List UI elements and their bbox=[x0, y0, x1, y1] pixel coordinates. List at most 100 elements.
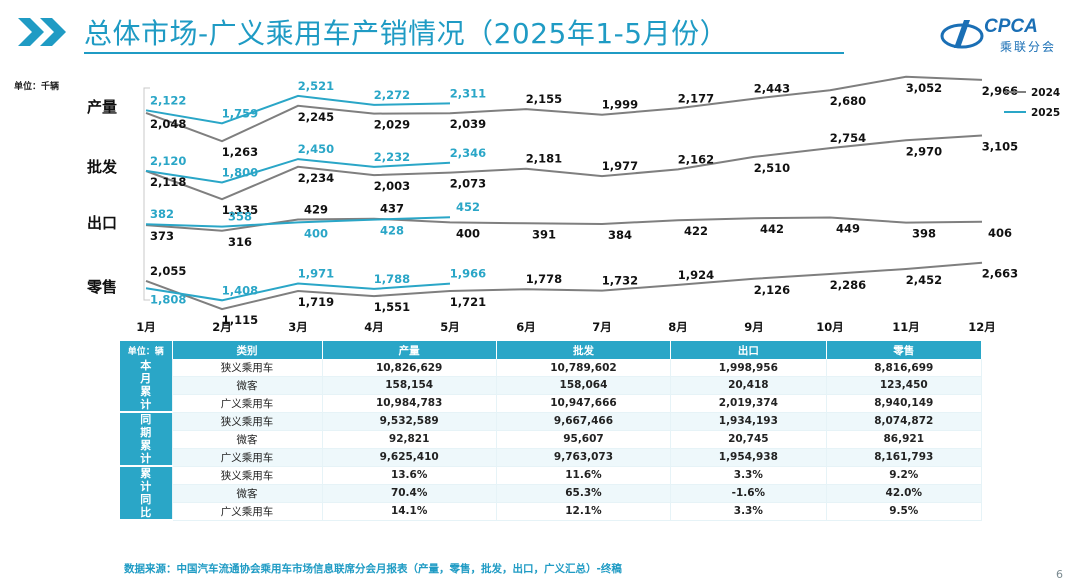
data-label-2024: 2,048 bbox=[150, 117, 186, 131]
panel-label: 零售 bbox=[86, 278, 117, 296]
data-label-2025: 358 bbox=[228, 210, 252, 224]
table-cell-value: 8,940,149 bbox=[826, 394, 983, 413]
data-label-2024: 384 bbox=[608, 228, 632, 242]
table-cell-category: 微客 bbox=[172, 376, 323, 395]
header: 总体市场-广义乘用车产销情况（2025年1-5月份） CPCA 乘联分会 bbox=[0, 0, 1080, 62]
x-tick-label: 9月 bbox=[744, 320, 764, 334]
data-label-2024: 1,999 bbox=[602, 98, 638, 112]
table-cell-value: 12.1% bbox=[496, 502, 672, 521]
series-line-2024 bbox=[145, 261, 983, 311]
data-label-2025: 428 bbox=[380, 224, 404, 238]
table-cell-value: 9,532,589 bbox=[322, 412, 497, 431]
data-label-2025: 400 bbox=[304, 226, 328, 240]
logo-subtext: 乘联分会 bbox=[1000, 40, 1057, 54]
table-cell-value: 3.3% bbox=[670, 502, 827, 521]
data-label-2024: 2,055 bbox=[150, 264, 186, 278]
x-tick-label: 4月 bbox=[364, 320, 384, 334]
data-label-2025: 1,759 bbox=[222, 106, 258, 120]
table-cell-value: 10,947,666 bbox=[496, 394, 672, 413]
table-cell-value: 92,821 bbox=[322, 430, 497, 449]
data-label-2024: 2,003 bbox=[374, 179, 410, 193]
table-cell-category: 狭义乘用车 bbox=[172, 359, 323, 378]
table-cell-value: 8,816,699 bbox=[826, 359, 983, 378]
table-cell-category: 广义乘用车 bbox=[172, 502, 323, 521]
table-cell-value: 10,789,602 bbox=[496, 359, 672, 378]
data-label-2025: 1,971 bbox=[298, 267, 334, 281]
data-label-2025: 452 bbox=[456, 200, 480, 214]
data-label-2024: 2,155 bbox=[526, 92, 562, 106]
data-label-2024: 2,118 bbox=[150, 175, 186, 189]
data-label-2024: 449 bbox=[836, 222, 860, 236]
data-label-2024: 1,924 bbox=[678, 268, 714, 282]
data-label-2024: 3,105 bbox=[982, 140, 1018, 154]
table-row: 广义乘用车 9,625,410 9,763,073 1,954,938 8,161,79… bbox=[120, 448, 983, 467]
logo: CPCA 乘联分会 bbox=[940, 14, 1068, 54]
table-unit: 单位：辆 bbox=[120, 341, 173, 359]
table-cell-value: 8,161,793 bbox=[826, 448, 983, 467]
data-label-2024: 2,234 bbox=[298, 171, 334, 185]
table-cell-value: 9.5% bbox=[826, 502, 983, 521]
x-tick-label: 2月 bbox=[212, 320, 232, 334]
data-label-2024: 2,181 bbox=[526, 152, 562, 166]
page-number: 6 bbox=[1056, 568, 1063, 581]
data-label-2024: 373 bbox=[150, 229, 174, 243]
table-cell-value: 9,667,466 bbox=[496, 412, 672, 431]
chart-left-bracket bbox=[143, 87, 150, 301]
table-cell-value: 8,074,872 bbox=[826, 412, 983, 431]
table-row: 微客 158,154 158,064 20,418 123,450 bbox=[120, 376, 983, 395]
data-label-2025: 382 bbox=[150, 207, 174, 221]
data-label-2024: 2,443 bbox=[754, 82, 790, 96]
series-line-2025 bbox=[145, 216, 451, 228]
table-header: 出口 bbox=[670, 341, 827, 359]
data-label-2024: 1,115 bbox=[222, 313, 258, 327]
table-cell-value: 1,934,193 bbox=[670, 412, 827, 431]
x-tick-label: 12月 bbox=[968, 320, 996, 334]
data-label-2024: 400 bbox=[456, 226, 480, 240]
line-chart: 产量 2,048 1,263 2,245 2,029 2,039 2,155 1,999 2,1… bbox=[86, 75, 1060, 334]
table-header: 产量 bbox=[322, 341, 497, 359]
table-cell-value: 65.3% bbox=[496, 484, 672, 503]
data-label-2025: 2,120 bbox=[150, 154, 186, 168]
series-line-2025 bbox=[145, 94, 451, 125]
series-line-2024 bbox=[145, 216, 983, 232]
data-label-2025: 1,800 bbox=[222, 166, 258, 180]
data-label-2024: 1,732 bbox=[602, 274, 638, 288]
data-label-2025: 2,122 bbox=[150, 93, 186, 107]
legend-label-2025: 2025 bbox=[1031, 107, 1060, 119]
table-row: 微客 92,821 95,607 20,745 86,921 bbox=[120, 430, 983, 449]
data-label-2025: 2,346 bbox=[450, 146, 486, 160]
x-tick-label: 11月 bbox=[892, 320, 920, 334]
data-label-2024: 422 bbox=[684, 224, 708, 238]
table-cell-category: 广义乘用车 bbox=[172, 394, 323, 413]
table-cell-value: 11.6% bbox=[496, 466, 672, 485]
x-tick-label: 1月 bbox=[136, 320, 156, 334]
data-label-2025: 2,232 bbox=[374, 150, 410, 164]
panel-label: 批发 bbox=[87, 158, 118, 176]
table-header-row: 单位：辆 类别 产量 批发 出口 零售 bbox=[120, 341, 983, 359]
table-cell-category: 狭义乘用车 bbox=[172, 466, 323, 485]
data-label-2024: 2,073 bbox=[450, 177, 486, 191]
table-row: 本月累计 狭义乘用车 10,826,629 10,789,602 1,998,956 8,… bbox=[120, 359, 983, 413]
table-header: 类别 bbox=[172, 341, 323, 359]
data-label-2024: 2,452 bbox=[906, 273, 942, 287]
table-row: 广义乘用车 14.1% 12.1% 3.3% 9.5% bbox=[120, 502, 983, 521]
data-label-2025: 2,450 bbox=[298, 142, 334, 156]
data-label-2024: 437 bbox=[380, 202, 404, 216]
data-label-2024: 1,335 bbox=[222, 203, 258, 217]
data-label-2024: 429 bbox=[304, 203, 328, 217]
table-cell-value: 9,625,410 bbox=[322, 448, 497, 467]
table-cell-value: 42.0% bbox=[826, 484, 983, 503]
x-tick-label: 8月 bbox=[668, 320, 688, 334]
table-cell-value: 123,450 bbox=[826, 376, 983, 395]
data-label-2025: 2,272 bbox=[374, 88, 410, 102]
data-label-2024: 2,970 bbox=[906, 144, 942, 158]
data-label-2024: 2,162 bbox=[678, 152, 714, 166]
data-label-2024: 391 bbox=[532, 227, 556, 241]
data-label-2024: 2,663 bbox=[982, 267, 1018, 281]
table-cell-value: 20,418 bbox=[670, 376, 827, 395]
table-row: 同期累计 狭义乘用车 9,532,589 9,667,466 1,934,193 8,07… bbox=[120, 412, 983, 467]
data-label-2025: 1,408 bbox=[222, 283, 258, 297]
table-cell-value: 14.1% bbox=[322, 502, 497, 521]
table-group-label: 本月累计 bbox=[120, 359, 173, 413]
table-row: 广义乘用车 10,984,783 10,947,666 2,019,374 8,940,… bbox=[120, 394, 983, 413]
